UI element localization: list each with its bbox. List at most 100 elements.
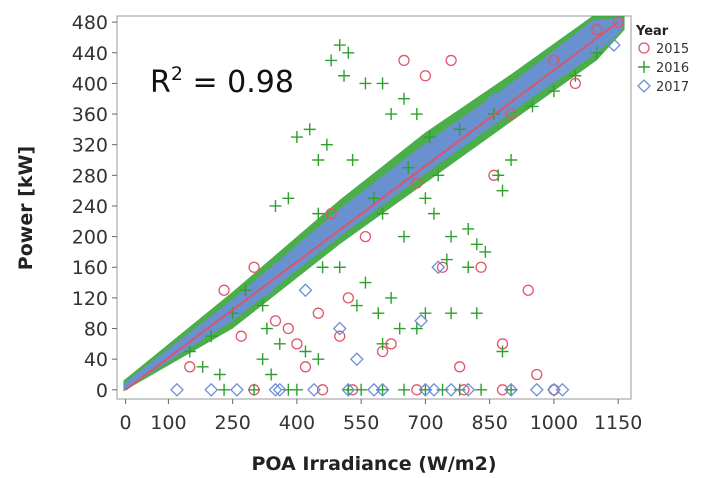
series-2016-point xyxy=(376,77,389,90)
series-2016-point xyxy=(213,368,226,381)
series-2016-point xyxy=(397,92,410,105)
series-2016-point xyxy=(445,230,458,243)
series-2016-point xyxy=(342,46,355,59)
series-2015-point xyxy=(419,70,432,82)
y-axis-title: Power [kW] xyxy=(15,146,37,270)
series-2015-point xyxy=(218,284,230,296)
series-2017-dense-band xyxy=(123,17,623,390)
series-2016-point xyxy=(393,322,406,335)
r-squared-annotation: R2 = 0.98 xyxy=(150,63,294,100)
series-2015-point xyxy=(475,261,487,273)
series-2017-point xyxy=(606,38,621,53)
series-2016-point xyxy=(445,307,458,320)
series-2017-point xyxy=(529,382,544,397)
series-2016-point xyxy=(320,138,333,151)
series-2016-point xyxy=(423,131,436,144)
series-2016-point xyxy=(333,39,346,52)
y-tick-label: 80 xyxy=(84,319,108,341)
series-2016-point xyxy=(256,353,269,366)
series-2017-point xyxy=(589,38,604,53)
series-2016-point xyxy=(350,299,363,312)
series-2015-point xyxy=(522,284,534,296)
series-2016-point xyxy=(372,307,385,320)
series-2015-point xyxy=(505,108,517,120)
series-2016-point xyxy=(290,383,303,396)
series-2015-point xyxy=(398,54,410,67)
y-tick-label: 40 xyxy=(84,349,108,371)
y-tick-label: 440 xyxy=(72,43,108,65)
series-2017-point xyxy=(349,352,364,367)
series-2017-point xyxy=(427,382,441,397)
series-2016-point xyxy=(470,307,483,320)
series-2016-point xyxy=(410,322,423,335)
series-2016-point xyxy=(312,207,325,220)
series-2017-point xyxy=(431,260,446,275)
x-axis-title: POA Irradiance (W/m2) xyxy=(251,453,496,475)
x-axis-ticks: 0 100 250 400 550 700 850 1000 1150 xyxy=(120,399,642,434)
series-2016-point xyxy=(496,184,509,197)
series-2016-point xyxy=(269,199,282,212)
series-2016-point xyxy=(359,276,372,289)
series-2015-point xyxy=(548,54,560,67)
series-2015-point xyxy=(612,16,624,28)
series-2016-point xyxy=(273,337,286,350)
series-2016-point xyxy=(290,131,303,144)
series-2017-point xyxy=(332,321,347,336)
legend-item-2015: 2015 xyxy=(638,42,689,57)
series-2016-point xyxy=(432,169,445,182)
series-2016-point xyxy=(376,383,389,396)
series-2015-point xyxy=(282,322,294,335)
series-2016-point xyxy=(260,322,273,335)
series-2016-point xyxy=(312,353,325,366)
series-2016-point xyxy=(419,383,432,396)
series-2015-point xyxy=(436,261,449,273)
series-2016-point xyxy=(239,284,252,297)
series-2016-point xyxy=(505,383,518,396)
series-2015-point xyxy=(445,54,457,67)
series-2016-point xyxy=(205,330,218,343)
series-2016-point xyxy=(590,46,603,59)
series-2016-point xyxy=(265,368,278,381)
series-2017-point xyxy=(298,283,313,298)
series-2016-point xyxy=(436,383,449,396)
legend-marker-2017 xyxy=(637,79,651,93)
y-tick-label: 0 xyxy=(96,380,108,402)
series-2016-point xyxy=(316,261,329,274)
series-2015-point xyxy=(312,307,324,319)
legend-marker-2015 xyxy=(638,42,650,54)
series-2015-point xyxy=(531,368,543,381)
series-2015-point xyxy=(184,361,196,373)
series-2015-point xyxy=(591,24,603,36)
legend-marker-2016 xyxy=(638,61,650,73)
series-2017-point xyxy=(487,91,501,106)
series-2016-point xyxy=(496,345,509,358)
series-2017-point xyxy=(170,382,184,397)
series-2016-point xyxy=(355,383,368,396)
series-2016-point xyxy=(376,207,389,220)
series-2016-point xyxy=(385,108,398,121)
legend: Year 2015 2016 2017 xyxy=(635,24,689,95)
series-2016-point xyxy=(338,69,351,82)
x-tick-label: 1000 xyxy=(530,412,578,434)
series-2016-point xyxy=(440,253,453,266)
series-2016-point xyxy=(303,123,316,136)
y-tick-label: 480 xyxy=(72,12,108,34)
fit-line xyxy=(124,21,619,391)
series-2016-point xyxy=(312,154,325,167)
series-2016-point xyxy=(547,85,560,98)
series-2016-point xyxy=(453,383,466,396)
series-2017-point xyxy=(230,382,244,397)
series-2017-point xyxy=(375,382,390,397)
series-2017-point xyxy=(444,382,459,397)
series-2015-point xyxy=(291,338,303,350)
series-2016-point xyxy=(397,383,410,396)
series-2017-point xyxy=(504,382,518,397)
series-2016-point xyxy=(410,108,423,121)
x-tick-label: 250 xyxy=(215,412,251,434)
series-2016-point xyxy=(479,245,492,258)
series-2016-point xyxy=(346,154,359,167)
x-tick-label: 550 xyxy=(343,412,379,434)
series-2016-point xyxy=(427,207,440,220)
series-2016-point xyxy=(218,383,231,396)
legend-label-2017: 2017 xyxy=(656,80,689,95)
